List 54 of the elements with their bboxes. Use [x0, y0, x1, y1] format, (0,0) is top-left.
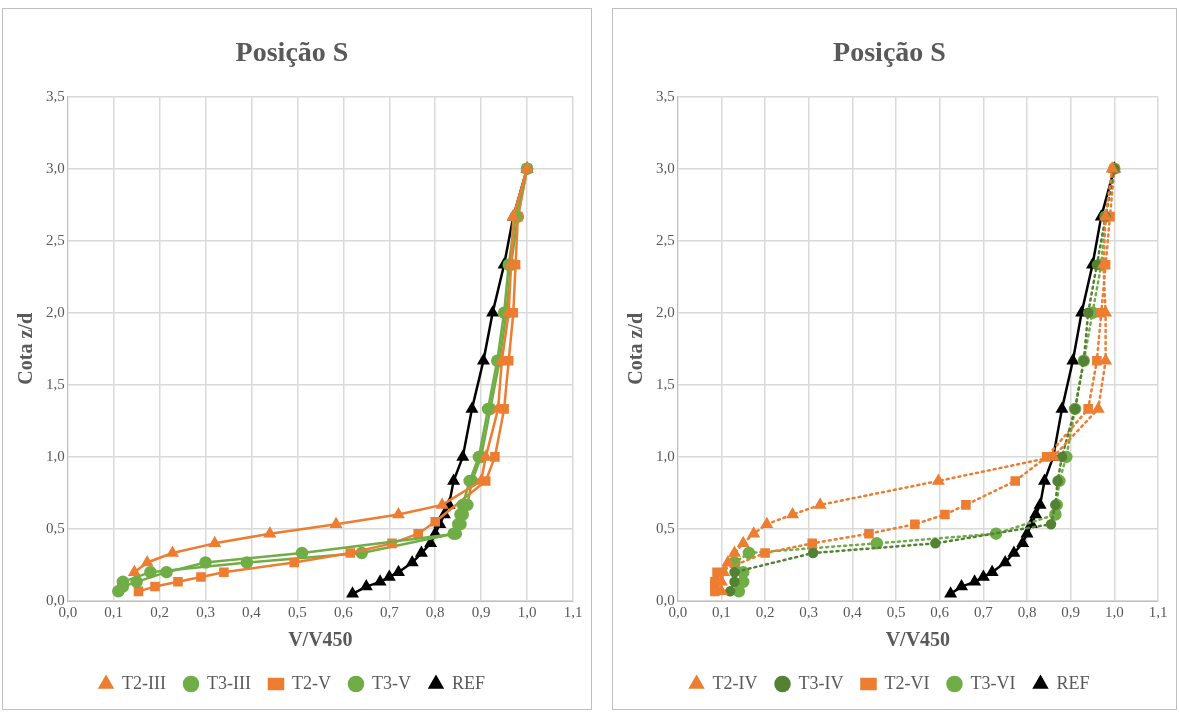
legend-label: REF	[451, 672, 485, 693]
x-axis-title: V/V450	[885, 628, 951, 651]
y-tick-label: 1,5	[46, 375, 65, 392]
x-tick-label: 0,2	[150, 603, 169, 620]
chart-title: Posição S	[833, 36, 946, 68]
y-tick-label: 2,0	[46, 303, 65, 320]
y-tick-label: 3,0	[46, 159, 65, 176]
legend-label: T3-VI	[970, 672, 1016, 693]
legend-label: T3-IV	[798, 672, 844, 693]
legend-label: T3-V	[371, 672, 411, 693]
x-tick-label: 0,3	[196, 603, 215, 620]
x-tick-label: 0,7	[973, 603, 994, 620]
y-tick-label: 1,5	[656, 375, 675, 392]
y-tick-label: 0,0	[46, 591, 65, 608]
x-tick-label: 0,3	[799, 603, 819, 620]
legend-label: T2-IV	[712, 672, 758, 693]
x-axis-title: V/V450	[288, 628, 353, 651]
y-tick-label: 2,5	[46, 231, 65, 248]
y-axis-title: Cota z/d	[14, 312, 37, 385]
chart-title: Posição S	[235, 36, 349, 68]
x-tick-label: 1,1	[563, 603, 583, 620]
legend-label: REF	[1056, 672, 1090, 693]
x-tick-label: 0,1	[104, 603, 124, 620]
y-tick-label: 1,0	[46, 447, 65, 464]
y-tick-label: 0,0	[656, 591, 675, 608]
x-tick-label: 1,1	[1148, 603, 1168, 620]
x-tick-label: 0,8	[1017, 603, 1037, 620]
x-tick-label: 0,7	[379, 603, 400, 620]
y-tick-label: 0,5	[46, 519, 65, 536]
x-tick-label: 0,5	[886, 603, 906, 620]
x-tick-label: 1,0	[1104, 603, 1124, 620]
x-tick-label: 0,2	[755, 603, 775, 620]
x-tick-label: 1,0	[517, 603, 537, 620]
y-axis-title: Cota z/d	[624, 312, 647, 385]
x-tick-label: 0,4	[843, 603, 863, 620]
y-tick-label: 1,0	[656, 447, 675, 464]
y-tick-label: 0,5	[656, 519, 675, 536]
x-tick-label: 0,1	[712, 603, 731, 620]
x-tick-label: 0,9	[471, 603, 491, 620]
x-tick-label: 0,6	[333, 603, 354, 620]
y-tick-label: 3,0	[656, 159, 675, 176]
x-tick-label: 0,8	[425, 603, 445, 620]
x-tick-label: 0,6	[930, 603, 950, 620]
legend-label: T3-III	[207, 672, 251, 693]
legend-label: T2-VI	[884, 672, 930, 693]
legend-label: T2-V	[291, 672, 331, 693]
y-tick-label: 3,5	[46, 87, 65, 104]
x-tick-label: 0,5	[288, 603, 307, 620]
y-tick-label: 2,5	[656, 231, 675, 248]
y-tick-label: 2,0	[656, 303, 675, 320]
x-tick-label: 0,9	[1061, 603, 1081, 620]
y-tick-label: 3,5	[656, 87, 675, 104]
x-tick-label: 0,4	[242, 603, 262, 620]
legend-label: T2-III	[122, 672, 167, 693]
